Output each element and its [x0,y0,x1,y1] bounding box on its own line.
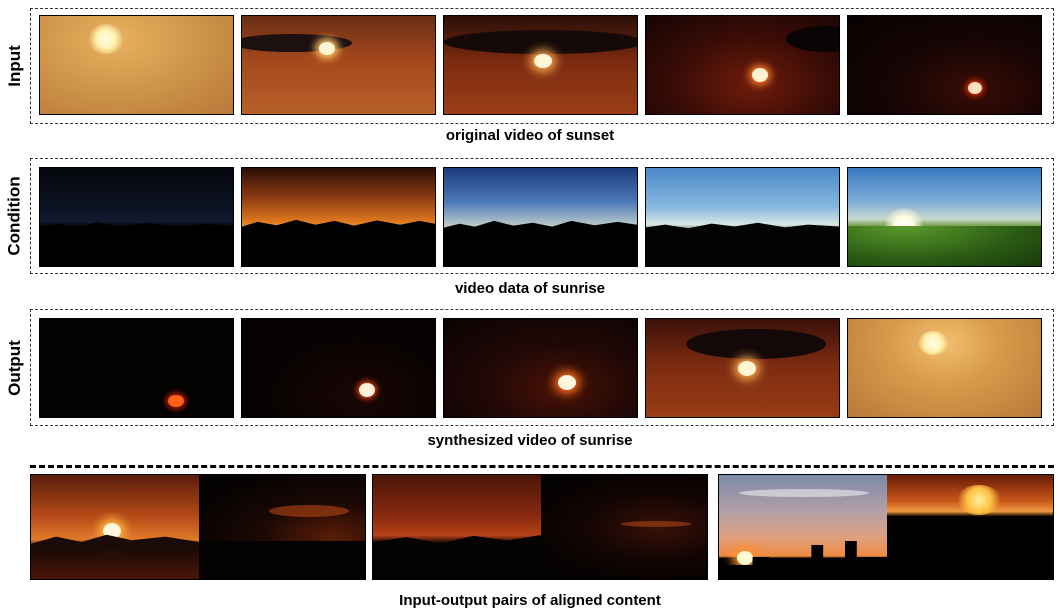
cloud-streak [739,489,869,497]
row-label-text: Condition [5,176,24,256]
input-frame-2 [241,15,436,115]
pair-3-output [887,475,1053,579]
tree-silhouette [40,221,233,266]
cloud-streak [269,505,349,517]
hill-silhouette [373,535,541,579]
pair-1 [30,474,366,580]
row-label-condition: Condition [0,158,30,274]
sun-disk [319,42,335,55]
condition-frame-5 [847,167,1042,267]
output-frame-1 [39,318,234,418]
dashed-separator [30,465,1054,468]
sun-disk [534,54,552,68]
row-label-text: Output [5,339,25,396]
output-frame-2 [241,318,436,418]
input-frame-3 [443,15,638,115]
sun-disk [168,395,184,407]
pair-3 [718,474,1054,580]
sun-disk [558,375,576,390]
pair-2-output [541,475,707,579]
cloud-band [686,329,826,359]
sun-glow [957,485,1001,515]
output-frame-4 [645,318,840,418]
input-group [30,8,1054,124]
tree-silhouette [646,222,839,266]
row-label-text: Input [5,45,25,87]
tree-silhouette [242,219,435,266]
output-group [30,309,1054,426]
sun-disk [968,82,982,94]
city-silhouette [199,541,365,579]
output-frame-3 [443,318,638,418]
pair-3-input [719,475,887,579]
pair-1-input [31,475,199,579]
sun-disk [738,361,756,376]
pair-1-output [199,475,365,579]
sun-glow [918,331,948,355]
input-frame-4 [645,15,840,115]
row-label-input: Input [0,8,30,124]
condition-frame-4 [645,167,840,267]
sun-disk [737,551,753,565]
condition-frame-1 [39,167,234,267]
cloud-band [786,26,839,52]
input-frame-5 [847,15,1042,115]
condition-frame-3 [443,167,638,267]
row-label-output: Output [0,309,30,426]
pair-2-input [373,475,541,579]
pairs-caption: Input-output pairs of aligned content [399,592,661,609]
condition-group [30,158,1054,274]
condition-frame-2 [241,167,436,267]
input-caption: original video of sunset [445,127,615,144]
sun-disk [752,68,768,82]
input-frame-1 [39,15,234,115]
tree-silhouette [444,220,637,266]
cloud-band [444,30,637,54]
cloud-band [242,34,352,52]
forest [848,226,1041,266]
sun-disk [359,383,375,397]
output-frame-5 [847,318,1042,418]
condition-caption: video data of sunrise [454,280,606,297]
pair-2 [372,474,708,580]
cloud-streak [621,521,691,527]
sun-glow [88,24,124,54]
output-caption: synthesized video of sunrise [427,432,633,449]
